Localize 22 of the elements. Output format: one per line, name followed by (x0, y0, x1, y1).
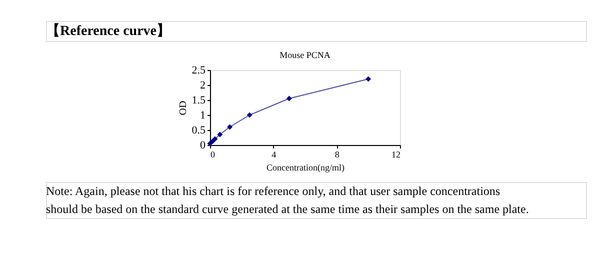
x-tick-label: 12 (392, 150, 400, 160)
y-tick-label: 2.5 (192, 64, 206, 76)
x-tick-label: 8 (334, 150, 340, 160)
point (217, 132, 223, 138)
text: Note: Again, please not that his chart is for reference only, and that user sample concentrations should be based on the standard curve generated at the same time as their samples on the same plate. (46, 184, 529, 216)
point (212, 136, 218, 142)
chart-title: 【Reference curve】 (46, 23, 171, 39)
point (227, 124, 233, 130)
y-tick-label: 2 (200, 80, 206, 92)
chart-subtitle: Mouse PCNA (280, 50, 331, 60)
y-tick-label: 1.5 (192, 94, 206, 106)
y-axis-title: OD (178, 100, 189, 116)
point (286, 96, 292, 102)
y-tick-label: 1 (200, 110, 206, 122)
y-tick-label: 0.5 (192, 124, 206, 136)
point (246, 112, 252, 118)
x-axis-title: Concentration(ng/ml) (266, 162, 344, 172)
x-tick-label: 4 (272, 150, 277, 160)
point (366, 76, 372, 82)
x-tick-label: 0 (210, 150, 216, 160)
y-tick-label: 0 (200, 140, 206, 152)
point (210, 138, 216, 144)
